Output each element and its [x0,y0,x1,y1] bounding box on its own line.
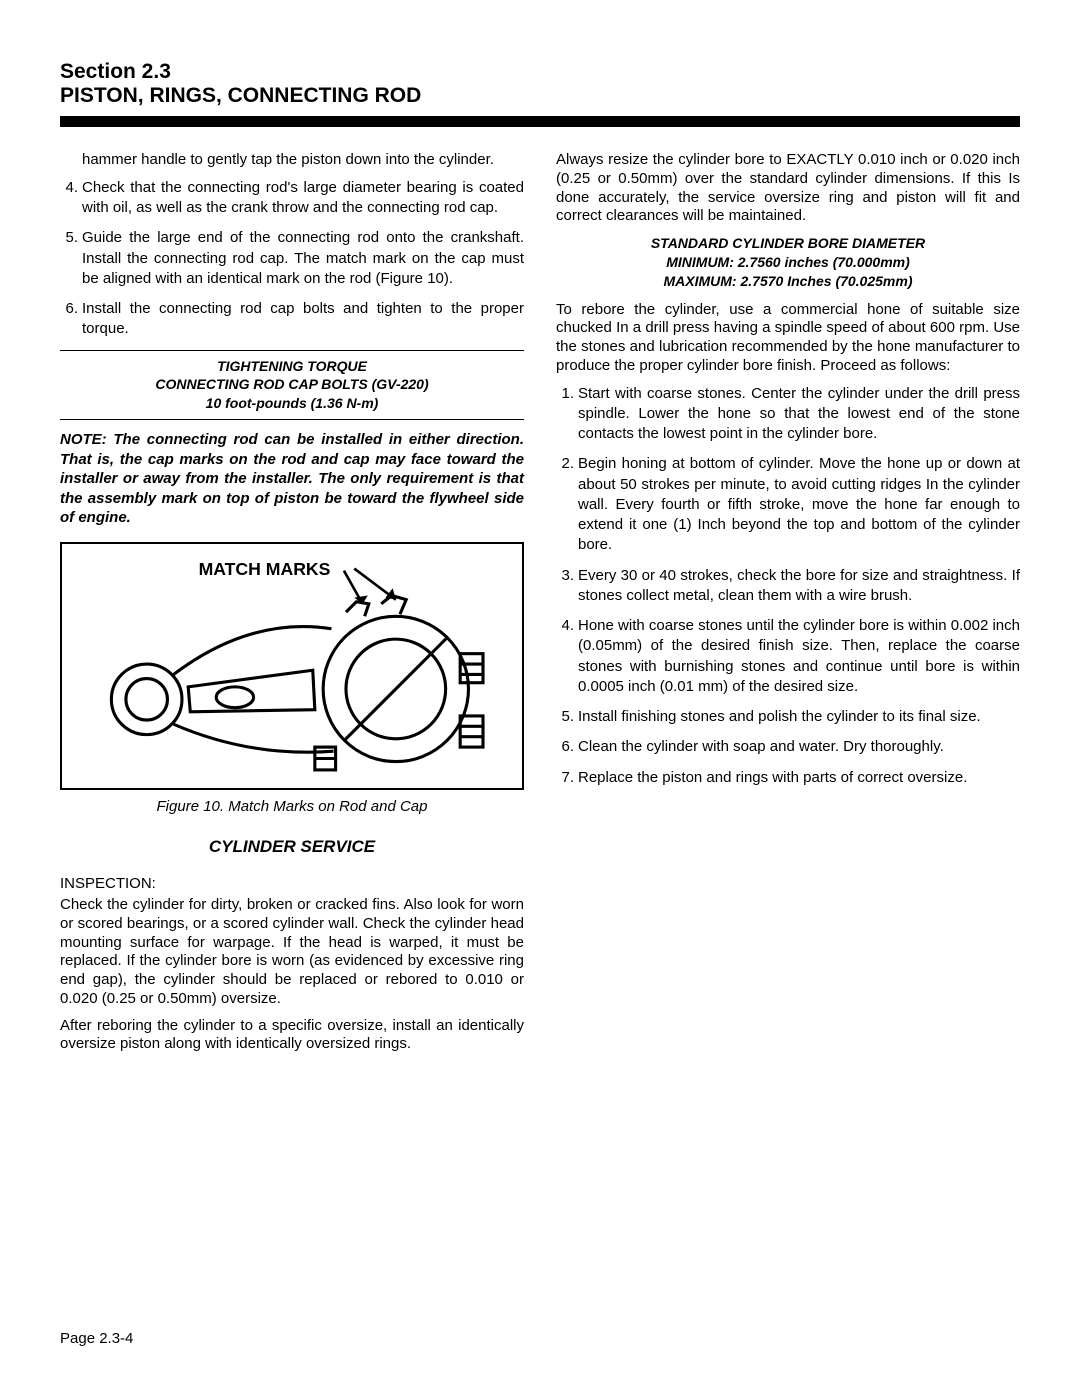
figure-10: MATCH MARKS [60,542,524,790]
step-number: 2. [556,454,574,555]
note-block: NOTE: The connecting rod can be installe… [60,430,524,528]
step-text: Install finishing stones and polish the … [578,707,1020,727]
page-header: Section 2.3 PISTON, RINGS, CONNECTING RO… [60,60,1020,108]
spec-line: STANDARD CYLINDER BORE DIAMETER [556,234,1020,253]
right-step: 2. Begin honing at bottom of cylinder. M… [556,454,1020,555]
step-text: Guide the large end of the connecting ro… [82,228,524,289]
torque-line: TIGHTENING TORQUE [60,357,524,376]
step-text: Start with coarse stones. Center the cyl… [578,384,1020,445]
bore-spec: STANDARD CYLINDER BORE DIAMETER MINIMUM:… [556,234,1020,291]
right-paragraph: To rebore the cylinder, use a commercial… [556,301,1020,376]
step-text: Check that the connecting rod's large di… [82,178,524,219]
step-number: 7. [556,768,574,788]
torque-line: CONNECTING ROD CAP BOLTS (GV-220) [60,375,524,394]
step-number: 5. [60,228,78,289]
left-column: hammer handle to gently tap the piston d… [60,151,524,1062]
torque-spec: TIGHTENING TORQUE CONNECTING ROD CAP BOL… [60,357,524,414]
inspection-paragraph: Check the cylinder for dirty, broken or … [60,896,524,1009]
section-title: PISTON, RINGS, CONNECTING ROD [60,84,1020,108]
header-bar [60,116,1020,127]
divider [60,350,524,351]
step-number: 4. [60,178,78,219]
step-number: 4. [556,616,574,697]
left-step: 6. Install the connecting rod cap bolts … [60,299,524,340]
step-number: 3. [556,566,574,607]
right-step: 5. Install finishing stones and polish t… [556,707,1020,727]
step-number: 6. [60,299,78,340]
step-text: Hone with coarse stones until the cylind… [578,616,1020,697]
inspection-label: INSPECTION: [60,875,524,892]
inspection-paragraph: After reboring the cylinder to a specifi… [60,1017,524,1055]
torque-line: 10 foot-pounds (1.36 N-m) [60,394,524,413]
right-step: 7. Replace the piston and rings with par… [556,768,1020,788]
step-text: Install the connecting rod cap bolts and… [82,299,524,340]
right-step: 6. Clean the cylinder with soap and wate… [556,737,1020,757]
step-number: 6. [556,737,574,757]
match-marks-label: MATCH MARKS [199,558,331,578]
step-text: Clean the cylinder with soap and water. … [578,737,1020,757]
cylinder-service-heading: CYLINDER SERVICE [60,837,524,857]
right-step: 1. Start with coarse stones. Center the … [556,384,1020,445]
spec-line: MINIMUM: 2.7560 inches (70.000mm) [556,253,1020,272]
two-column-layout: hammer handle to gently tap the piston d… [60,151,1020,1062]
left-step: 4. Check that the connecting rod's large… [60,178,524,219]
step-number: 5. [556,707,574,727]
figure-caption: Figure 10. Match Marks on Rod and Cap [60,798,524,815]
right-step: 3. Every 30 or 40 strokes, check the bor… [556,566,1020,607]
right-paragraph: Always resize the cylinder bore to EXACT… [556,151,1020,226]
divider [60,419,524,420]
connecting-rod-icon: MATCH MARKS [74,554,510,782]
left-step: 5. Guide the large end of the connecting… [60,228,524,289]
page-number: Page 2.3-4 [60,1330,133,1347]
step-number: 1. [556,384,574,445]
right-step: 4. Hone with coarse stones until the cyl… [556,616,1020,697]
spec-line: MAXIMUM: 2.7570 Inches (70.025mm) [556,272,1020,291]
step-text: Every 30 or 40 strokes, check the bore f… [578,566,1020,607]
right-column: Always resize the cylinder bore to EXACT… [556,151,1020,1062]
step-text: Begin honing at bottom of cylinder. Move… [578,454,1020,555]
step-text: Replace the piston and rings with parts … [578,768,1020,788]
intro-continuation: hammer handle to gently tap the piston d… [82,151,524,170]
section-label: Section 2.3 [60,60,1020,84]
